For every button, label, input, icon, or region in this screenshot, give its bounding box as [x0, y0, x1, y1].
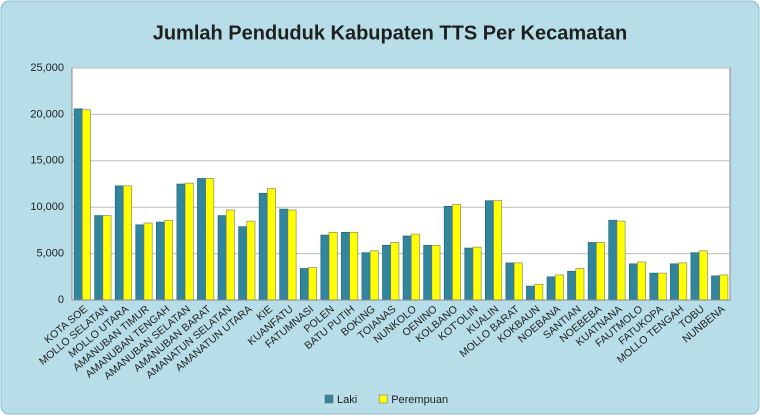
- y-tick-label: 25,000: [30, 62, 64, 74]
- bar: [258, 192, 268, 301]
- bar: [217, 215, 227, 301]
- bar: [637, 261, 646, 301]
- y-tick-label: 10,000: [30, 201, 64, 213]
- bar: [587, 242, 597, 301]
- bar: [567, 270, 577, 301]
- bar: [102, 215, 112, 301]
- bar: [328, 231, 338, 301]
- bar: [320, 234, 330, 301]
- bar: [197, 178, 206, 301]
- bar: [464, 247, 474, 301]
- bar: [546, 276, 556, 301]
- bar: [341, 231, 350, 301]
- bar: [534, 283, 544, 301]
- bar: [657, 272, 667, 301]
- bar: [616, 220, 626, 301]
- bar: [554, 274, 564, 301]
- bar: [176, 183, 186, 301]
- legend-label: Laki: [337, 394, 357, 406]
- bar: [628, 263, 638, 301]
- y-tick-label: 5,000: [36, 248, 64, 260]
- y-tick-label: 15,000: [30, 155, 64, 167]
- bar: [279, 208, 289, 301]
- bar: [287, 209, 297, 301]
- bar: [410, 233, 420, 301]
- bar: [225, 209, 235, 301]
- bar: [719, 274, 729, 301]
- y-tick-label: 20,000: [30, 108, 64, 120]
- bar: [361, 252, 371, 301]
- bar: [649, 272, 659, 301]
- bar: [431, 244, 441, 301]
- bar: [114, 185, 124, 301]
- bar: [184, 182, 194, 301]
- bar: [81, 109, 91, 301]
- bar: [73, 108, 83, 301]
- bar: [164, 219, 174, 301]
- bar: [505, 262, 515, 301]
- legend-label: Perempuan: [391, 394, 448, 406]
- bar: [596, 242, 605, 301]
- bar: [608, 219, 618, 301]
- bar: [382, 244, 392, 301]
- bar: [513, 262, 523, 301]
- chart-title: Jumlah Penduduk Kabupaten TTS Per Kecama…: [153, 22, 628, 44]
- legend-swatch: [324, 394, 334, 404]
- bar: [472, 246, 482, 301]
- bar: [423, 244, 433, 301]
- bar: [143, 222, 153, 301]
- bar: [402, 235, 412, 301]
- bar: [135, 224, 145, 301]
- bar: [575, 268, 585, 301]
- bar: [678, 262, 688, 301]
- bar: [526, 285, 535, 301]
- y-tick-label: 0: [58, 294, 64, 306]
- bar: [670, 263, 679, 301]
- bar: [452, 204, 461, 301]
- bar: [690, 252, 700, 301]
- bar: [493, 200, 503, 301]
- bar: [205, 178, 215, 301]
- bar: [238, 226, 248, 301]
- bar: [94, 215, 104, 301]
- bar: [485, 200, 494, 301]
- bar: [698, 250, 708, 301]
- bar: [156, 221, 165, 301]
- bar: [349, 231, 359, 301]
- bar: [267, 188, 276, 301]
- bar: [246, 220, 256, 301]
- bar: [443, 205, 453, 301]
- bar: [123, 185, 132, 301]
- bar: [711, 275, 721, 301]
- bar: [308, 267, 317, 301]
- bar: [299, 268, 309, 301]
- bar: [369, 250, 379, 301]
- legend-swatch: [378, 394, 388, 404]
- bar: [390, 242, 400, 301]
